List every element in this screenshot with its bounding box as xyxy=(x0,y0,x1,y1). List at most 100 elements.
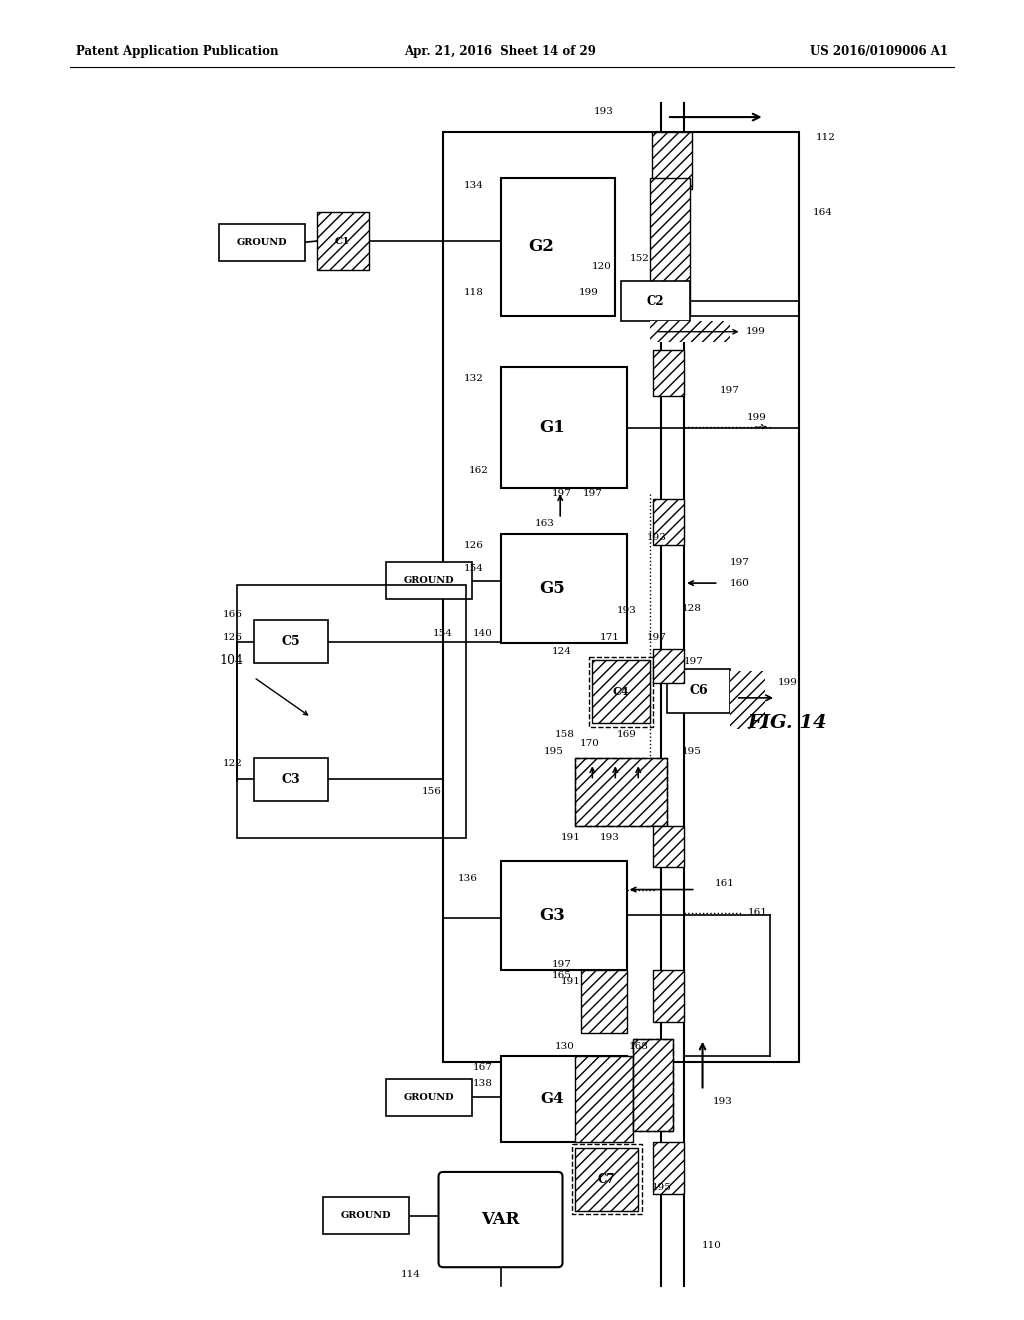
Text: G2: G2 xyxy=(527,239,554,255)
Bar xyxy=(653,350,684,396)
FancyBboxPatch shape xyxy=(438,1172,562,1267)
Bar xyxy=(386,1078,472,1115)
Bar xyxy=(621,281,690,321)
Bar xyxy=(575,758,667,826)
Text: C5: C5 xyxy=(282,635,300,648)
Text: Apr. 21, 2016  Sheet 14 of 29: Apr. 21, 2016 Sheet 14 of 29 xyxy=(404,45,596,58)
Text: C2: C2 xyxy=(647,294,665,308)
Text: 112: 112 xyxy=(816,133,836,143)
Text: GROUND: GROUND xyxy=(340,1210,391,1220)
Text: US 2016/0109006 A1: US 2016/0109006 A1 xyxy=(810,45,948,58)
Text: 199: 199 xyxy=(579,288,599,297)
Text: 197: 197 xyxy=(720,385,740,395)
Bar xyxy=(650,178,690,315)
Text: 193: 193 xyxy=(594,107,613,116)
Text: G1: G1 xyxy=(540,418,565,436)
Text: 136: 136 xyxy=(458,874,477,883)
Text: 193: 193 xyxy=(616,606,637,615)
Text: 158: 158 xyxy=(555,730,575,739)
Text: 197: 197 xyxy=(647,632,667,642)
Text: 138: 138 xyxy=(473,1078,493,1088)
Text: 167: 167 xyxy=(473,1063,493,1072)
Bar xyxy=(323,1197,409,1234)
Text: 197: 197 xyxy=(683,656,703,665)
Bar xyxy=(653,499,684,545)
Text: VAR: VAR xyxy=(481,1210,520,1228)
Text: 154: 154 xyxy=(464,564,483,573)
Bar xyxy=(650,321,730,342)
Text: 195: 195 xyxy=(544,747,563,756)
Text: FIG. 14: FIG. 14 xyxy=(748,714,827,733)
Bar xyxy=(501,1056,627,1142)
Bar xyxy=(653,648,684,682)
Text: 104: 104 xyxy=(219,653,244,667)
Text: 128: 128 xyxy=(682,603,702,612)
Text: 197: 197 xyxy=(551,490,571,498)
Text: 126: 126 xyxy=(464,541,483,549)
Bar xyxy=(667,669,730,713)
Bar xyxy=(653,826,684,867)
Text: 120: 120 xyxy=(592,261,611,271)
Bar xyxy=(386,562,472,599)
Text: 134: 134 xyxy=(464,181,483,190)
Text: C1: C1 xyxy=(335,236,350,246)
Text: 193: 193 xyxy=(713,1097,733,1106)
Text: 199: 199 xyxy=(745,327,765,337)
Text: 193: 193 xyxy=(647,533,667,541)
Text: GROUND: GROUND xyxy=(238,238,288,247)
Text: G5: G5 xyxy=(540,579,565,597)
Text: GROUND: GROUND xyxy=(403,577,454,585)
Bar xyxy=(592,660,650,723)
Bar xyxy=(316,213,369,269)
Text: 126: 126 xyxy=(222,632,243,642)
Text: 191: 191 xyxy=(561,833,581,842)
Text: 160: 160 xyxy=(730,578,750,587)
Text: 168: 168 xyxy=(629,1043,648,1051)
Bar xyxy=(571,1144,642,1214)
Text: 197: 197 xyxy=(730,558,750,566)
Text: 170: 170 xyxy=(581,739,600,748)
Bar xyxy=(254,620,329,664)
Text: 152: 152 xyxy=(630,253,650,263)
Text: C3: C3 xyxy=(282,774,300,785)
Text: 114: 114 xyxy=(400,1270,420,1279)
Text: Patent Application Publication: Patent Application Publication xyxy=(76,45,279,58)
Text: 140: 140 xyxy=(473,630,493,638)
Bar xyxy=(575,1056,633,1142)
Text: G4: G4 xyxy=(541,1092,564,1106)
Text: C7: C7 xyxy=(598,1173,615,1185)
Text: 195: 195 xyxy=(652,1184,672,1192)
Text: 197: 197 xyxy=(583,490,602,498)
Text: 163: 163 xyxy=(535,519,554,528)
Text: 195: 195 xyxy=(682,747,701,756)
Bar xyxy=(254,758,329,801)
Text: 118: 118 xyxy=(464,288,483,297)
Text: 199: 199 xyxy=(746,413,766,422)
Text: 191: 191 xyxy=(561,977,581,986)
Text: 161: 161 xyxy=(748,908,767,917)
Text: C4: C4 xyxy=(612,686,630,697)
Text: 110: 110 xyxy=(701,1241,721,1250)
Bar xyxy=(653,1142,684,1193)
Bar xyxy=(501,178,615,315)
Bar xyxy=(589,656,653,726)
Bar xyxy=(237,585,466,838)
Text: 154: 154 xyxy=(433,630,453,638)
Bar xyxy=(443,132,799,1061)
Text: 156: 156 xyxy=(422,788,441,796)
Text: 166: 166 xyxy=(222,610,243,619)
Text: 199: 199 xyxy=(777,678,798,688)
Text: C6: C6 xyxy=(689,685,708,697)
Text: G3: G3 xyxy=(540,907,565,924)
Text: 162: 162 xyxy=(469,466,489,475)
Text: GROUND: GROUND xyxy=(403,1093,454,1102)
Bar xyxy=(575,1148,638,1210)
Text: 130: 130 xyxy=(555,1043,574,1051)
Text: 132: 132 xyxy=(464,375,483,383)
Bar xyxy=(219,224,305,260)
Text: 197: 197 xyxy=(551,960,571,969)
Text: 161: 161 xyxy=(715,879,735,888)
Bar xyxy=(575,758,667,826)
Bar xyxy=(652,132,692,189)
Text: 171: 171 xyxy=(600,632,620,642)
